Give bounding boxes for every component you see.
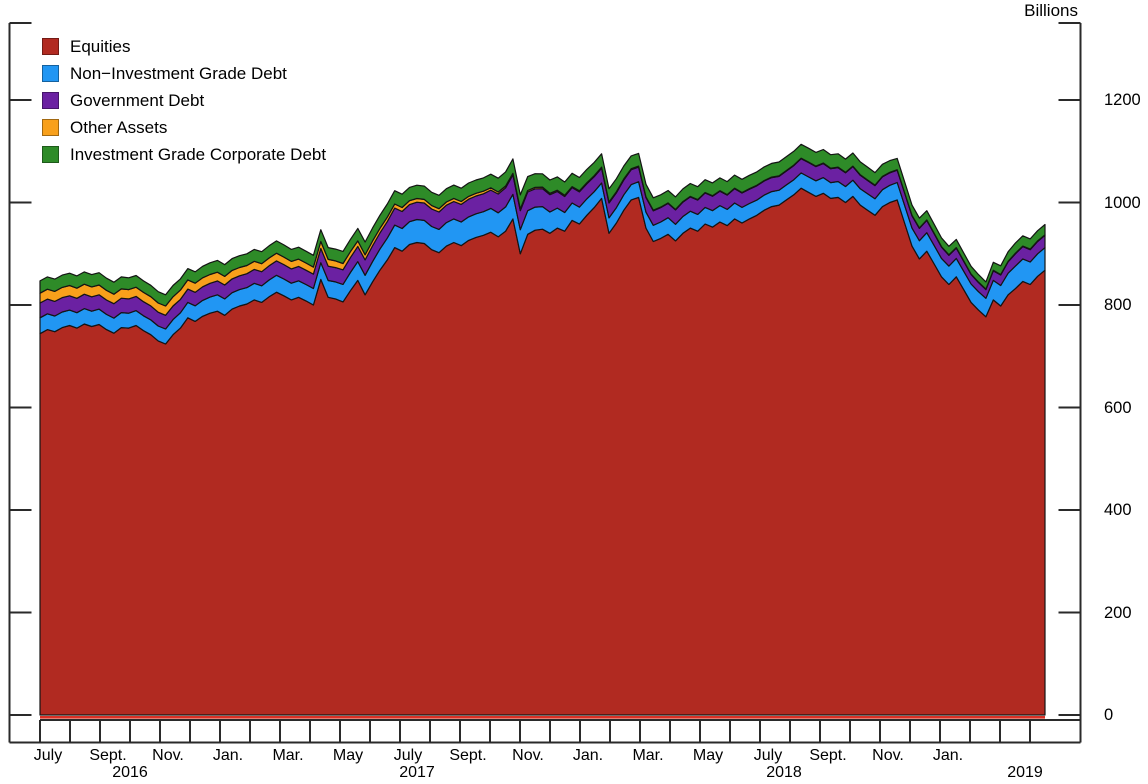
area-investment-grade-corporate-debt (39, 143, 1046, 307)
year-label-2018: 2018 (766, 764, 802, 781)
y-tick-label-1000: 1000 (1104, 193, 1141, 212)
y-tick-label-0: 0 (1104, 706, 1114, 724)
legend-item: Government Debt (42, 87, 326, 114)
year-label-2016: 2016 (112, 764, 148, 781)
legend-swatch-icon (42, 146, 59, 163)
x-tick-label: July (33, 747, 63, 764)
legend-label: Government Debt (70, 91, 205, 110)
x-tick-label: Nov. (512, 747, 544, 764)
y-tick-label-1200: 1200 (1104, 91, 1141, 109)
x-tick-label: Sept. (449, 747, 487, 764)
legend-item: Equities (42, 33, 326, 60)
y-tick-label-800: 800 (1104, 296, 1132, 314)
legend-swatch-icon (42, 65, 59, 82)
x-tick-label: Sept. (89, 747, 127, 764)
legend-swatch-icon (42, 119, 59, 136)
legend-label: Investment Grade Corporate Debt (70, 145, 327, 164)
legend-swatch-icon (42, 38, 59, 55)
year-label-2017: 2017 (399, 764, 435, 781)
x-tick-label: Jan. (932, 747, 964, 764)
y-tick-label-200: 200 (1104, 603, 1132, 622)
legend-item: Non−Investment Grade Debt (42, 60, 326, 87)
x-tick-label: Nov. (872, 747, 904, 764)
x-tick-label: May (692, 747, 724, 764)
x-tick-label: Jan. (212, 747, 244, 764)
legend-label: Equities (70, 37, 131, 56)
y-axis-unit-label: Billions (1024, 1, 1078, 20)
x-tick-label: Sept. (809, 747, 847, 764)
x-tick-label: July (753, 747, 783, 764)
x-tick-label: Jan. (572, 747, 604, 764)
axes-and-ticks (8, 22, 1082, 744)
legend-item: Other Assets (42, 114, 326, 141)
year-label-2019: 2019 (1007, 764, 1043, 781)
x-tick-label: Nov. (152, 747, 184, 764)
x-tick-label: Mar. (632, 747, 664, 764)
x-tick-label: July (393, 747, 423, 764)
y-tick-label-400: 400 (1104, 501, 1132, 519)
area-equities (39, 187, 1046, 716)
legend-label: Non−Investment Grade Debt (70, 64, 287, 83)
legend-item: Investment Grade Corporate Debt (42, 141, 326, 168)
x-tick-label: May (332, 747, 364, 764)
legend-swatch-icon (42, 92, 59, 109)
legend-label: Other Assets (70, 118, 168, 137)
legend: Equities Non−Investment Grade Debt Governm… (42, 33, 326, 168)
x-tick-label: Mar. (272, 747, 304, 764)
y-tick-label-600: 600 (1104, 398, 1132, 417)
